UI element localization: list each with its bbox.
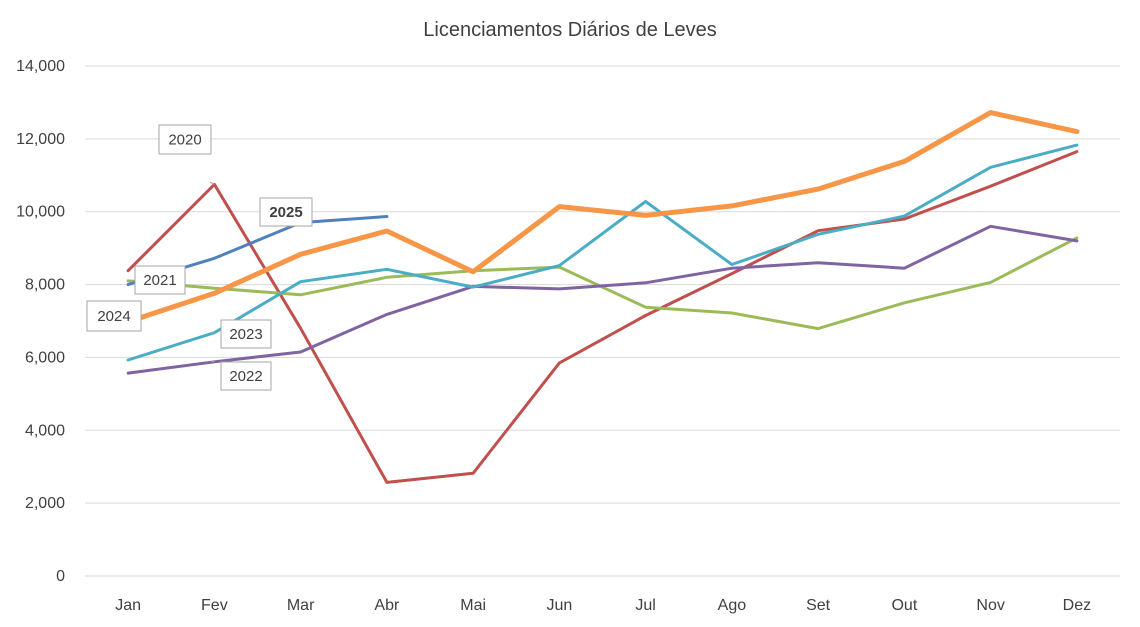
x-tick-label: Ago [718,597,747,614]
callout-label: 2024 [97,308,130,325]
y-axis-ticks: 0 2,000 4,000 6,000 8,000 10,000 12,000 14,000 [16,58,65,585]
y-tick-label: 8,000 [25,277,65,294]
callout-2023: 2023 [210,319,272,349]
callout-2024: 2024 [86,300,142,332]
callout-2022: 2022 [210,360,272,391]
callout-box [86,300,142,332]
callout-2021: 2021 [128,265,186,295]
callout-2025: 2025 [259,197,313,227]
callout-label: 2021 [143,272,176,289]
x-tick-label: Dez [1063,597,1091,614]
callout-leader-line [210,360,215,363]
x-tick-label: Mar [287,597,315,614]
series-line-2021 [126,236,1079,331]
series-line-2023 [126,143,1079,362]
x-tick-label: Set [806,597,831,614]
callout-box [220,361,272,391]
y-tick-label: 12,000 [16,131,65,148]
x-tick-label: Jan [115,597,141,614]
y-tick-label: 4,000 [25,422,65,439]
series-line-2022 [126,224,1079,375]
y-tick-label: 14,000 [16,58,65,75]
x-tick-label: Mai [460,597,486,614]
chart-title: Licenciamentos Diários de Leves [423,19,717,41]
callout-2020: 2020 [158,124,215,185]
callout-leader-line [209,181,215,185]
callout-box [220,319,272,349]
x-tick-label: Abr [374,597,400,614]
series-callouts: 2020 2021 2022 2023 2024 2025 [86,124,313,391]
x-tick-label: Fev [201,597,228,614]
callout-label: 2023 [229,326,262,343]
y-tick-label: 10,000 [16,204,65,221]
y-tick-label: 2,000 [25,495,65,512]
callout-leader-line [128,279,134,282]
x-tick-label: Nov [976,597,1004,614]
series-lines [125,110,1080,484]
x-tick-label: Jul [635,597,655,614]
series-line-2024 [125,110,1080,325]
callout-box [259,197,313,227]
x-tick-label: Jun [546,597,572,614]
x-axis-ticks: Jan Fev Mar Abr Mai Jun Jul Ago Set Out Nov Dez [115,597,1091,614]
y-tick-label: 6,000 [25,349,65,366]
callout-label: 2022 [229,368,262,385]
callout-label: 2020 [168,132,201,149]
callout-box [134,265,186,295]
callout-label: 2025 [269,204,302,221]
callout-box [158,124,212,155]
x-tick-label: Out [891,597,917,614]
series-line-2020 [126,150,1079,484]
y-tick-label: 0 [56,568,65,585]
